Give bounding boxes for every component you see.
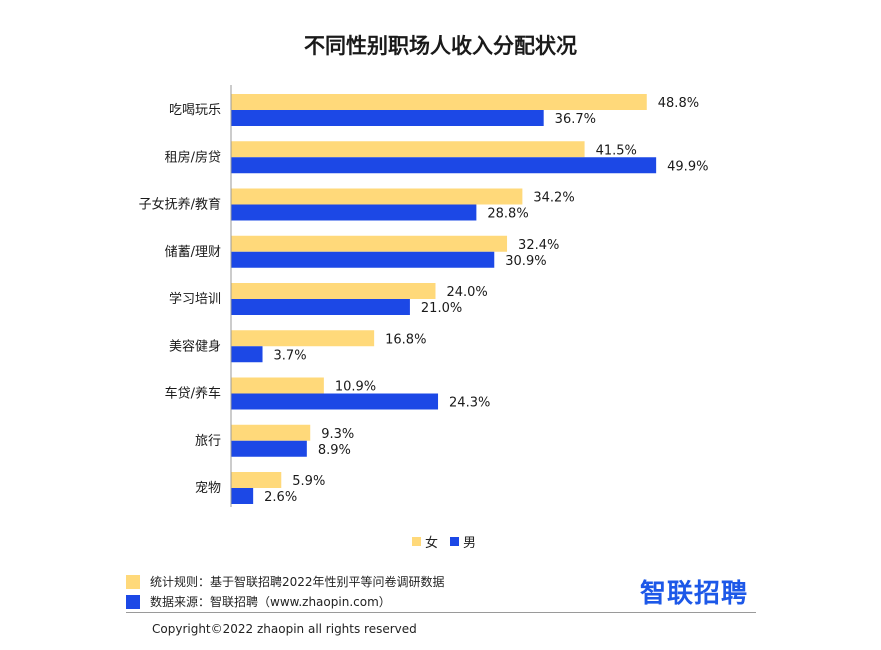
data-label-male: 8.9% [318,443,351,458]
data-label-female: 9.3% [321,427,354,442]
category-label: 旅行 [195,434,221,449]
footer-note-stats: 统计规则：基于智联招聘2022年性别平等问卷调研数据 [150,575,445,589]
brand-logo: 智联招聘 [640,579,749,609]
footer-divider [126,612,756,613]
bar-male [231,299,410,315]
value-labels: 48.8% 36.7% 41.5% 49.9% 34.2% 28.8% 32.4%30.9%… [264,96,708,505]
data-label-male: 36.7% [555,112,596,127]
bar-female [231,330,375,347]
data-label-female: 5.9% [292,474,325,489]
category-label: 美容健身 [169,338,221,354]
bar-male [231,393,439,410]
data-label-male: 21.0% [421,301,462,316]
data-label-male: 2.6% [264,490,297,505]
data-label-male: 49.9% [667,159,708,174]
footer-note-source: 数据来源：智联招聘（www.zhaopin.com） [150,595,391,609]
legend-swatch-female [412,537,421,546]
footer-note-stats-row: 统计规则：基于智联招聘2022年性别平等问卷调研数据 [126,573,445,590]
bar-male [231,157,657,174]
category-label: 储蓄/理财 [165,245,221,260]
data-label-female: 34.2% [533,191,574,206]
category-label: 宠物 [195,480,221,496]
bar-female [231,377,324,394]
legend: 女 男 [412,532,488,551]
data-label-female: 41.5% [596,143,637,158]
data-label-female: 16.8% [385,332,426,347]
footer-swatch-blue [126,594,140,609]
chart-title: 不同性别职场人收入分配状况 [304,34,577,58]
bar-female [231,235,508,252]
bar-female [231,94,647,110]
data-label-female: 48.8% [658,96,699,111]
footer-note-source-row: 数据来源：智联招聘（www.zhaopin.com） [126,593,391,610]
category-label: 租房/房贷 [165,149,221,165]
category-label: 吃喝玩乐 [169,102,221,118]
category-label: 子女抚养/教育 [139,197,221,213]
bar-female [231,424,311,441]
data-label-female: 24.0% [446,285,487,300]
bar-male [231,346,263,363]
bar-female [231,141,585,158]
data-label-male: 3.7% [274,348,307,363]
footer-swatch-yellow [126,574,140,589]
bar-male [231,110,544,126]
copyright-text: Copyright©2022 zhaopin all rights reserv… [152,622,417,636]
category-label: 车贷/养车 [165,386,221,402]
bar-female [231,188,523,205]
data-label-female: 10.9% [335,380,376,395]
data-label-male: 24.3% [449,396,490,411]
legend-label-male: 男 [463,536,477,551]
bar-male [231,488,254,504]
legend-swatch-male [450,537,460,546]
bar-male [231,440,307,457]
data-label-male: 30.9% [505,254,546,269]
legend-label-female: 女 [425,536,439,551]
bar-female [231,283,436,299]
bar-female [231,472,282,488]
category-label: 学习培训 [169,291,221,307]
bars [231,94,657,504]
bar-male [231,251,495,268]
data-label-male: 28.8% [487,207,528,222]
data-label-female: 32.4% [518,238,559,253]
bar-male [231,204,477,221]
